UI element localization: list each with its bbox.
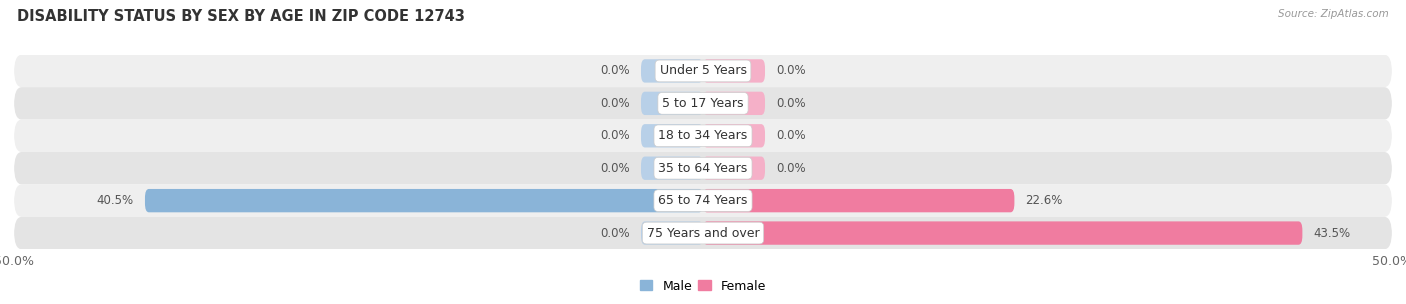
FancyBboxPatch shape <box>14 185 1392 217</box>
FancyBboxPatch shape <box>14 217 1392 249</box>
FancyBboxPatch shape <box>703 157 765 180</box>
Text: 0.0%: 0.0% <box>600 129 630 142</box>
Text: 0.0%: 0.0% <box>776 162 806 175</box>
Text: 65 to 74 Years: 65 to 74 Years <box>658 194 748 207</box>
Text: 0.0%: 0.0% <box>776 64 806 78</box>
Text: DISABILITY STATUS BY SEX BY AGE IN ZIP CODE 12743: DISABILITY STATUS BY SEX BY AGE IN ZIP C… <box>17 9 465 24</box>
FancyBboxPatch shape <box>641 59 703 83</box>
Text: 22.6%: 22.6% <box>1025 194 1063 207</box>
Legend: Male, Female: Male, Female <box>636 275 770 298</box>
Text: 0.0%: 0.0% <box>600 97 630 110</box>
Text: 75 Years and over: 75 Years and over <box>647 226 759 240</box>
FancyBboxPatch shape <box>14 87 1392 119</box>
FancyBboxPatch shape <box>703 124 765 147</box>
FancyBboxPatch shape <box>14 55 1392 87</box>
FancyBboxPatch shape <box>641 92 703 115</box>
Text: 43.5%: 43.5% <box>1313 226 1351 240</box>
Text: Source: ZipAtlas.com: Source: ZipAtlas.com <box>1278 9 1389 19</box>
FancyBboxPatch shape <box>641 124 703 147</box>
FancyBboxPatch shape <box>145 189 703 212</box>
Text: 0.0%: 0.0% <box>776 97 806 110</box>
Text: 0.0%: 0.0% <box>600 226 630 240</box>
FancyBboxPatch shape <box>703 189 1014 212</box>
FancyBboxPatch shape <box>14 152 1392 185</box>
Text: 0.0%: 0.0% <box>600 64 630 78</box>
FancyBboxPatch shape <box>641 221 703 245</box>
Text: 35 to 64 Years: 35 to 64 Years <box>658 162 748 175</box>
FancyBboxPatch shape <box>641 157 703 180</box>
Text: 5 to 17 Years: 5 to 17 Years <box>662 97 744 110</box>
FancyBboxPatch shape <box>703 92 765 115</box>
Text: 0.0%: 0.0% <box>600 162 630 175</box>
FancyBboxPatch shape <box>703 221 1302 245</box>
Text: 0.0%: 0.0% <box>776 129 806 142</box>
FancyBboxPatch shape <box>14 119 1392 152</box>
FancyBboxPatch shape <box>703 59 765 83</box>
Text: 18 to 34 Years: 18 to 34 Years <box>658 129 748 142</box>
Text: Under 5 Years: Under 5 Years <box>659 64 747 78</box>
Text: 40.5%: 40.5% <box>97 194 134 207</box>
